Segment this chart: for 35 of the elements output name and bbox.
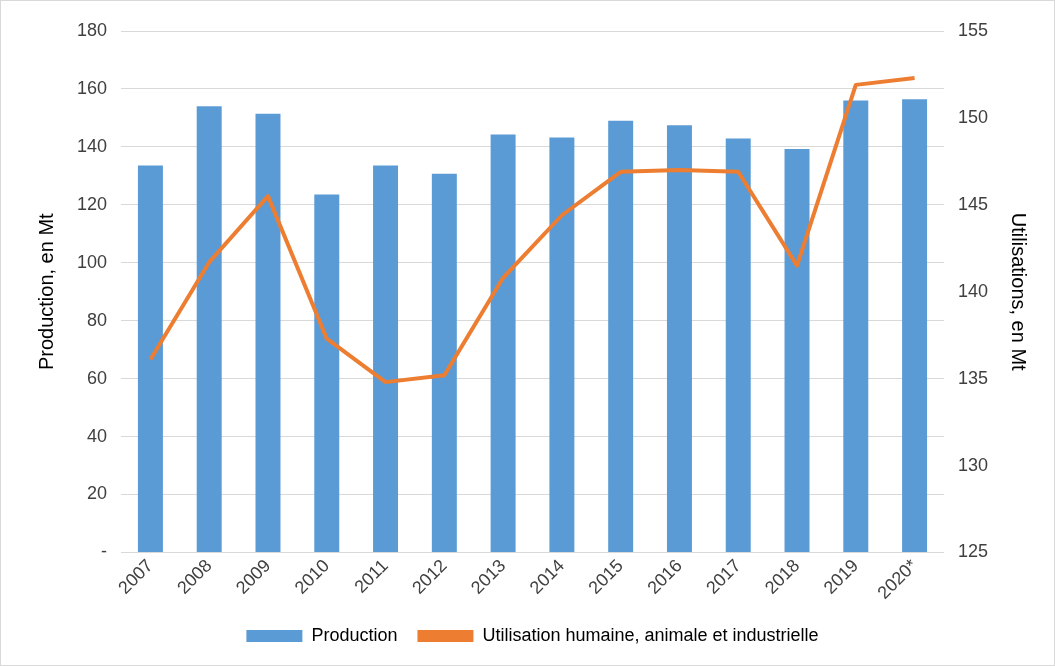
y-tick-label: 120 (76, 193, 108, 214)
bar (725, 138, 751, 552)
legend-label: Utilisation humaine, animale et industrielle (482, 624, 819, 645)
y-tick-label: 180 (76, 19, 108, 40)
bar (902, 99, 928, 552)
y2-tick-label: 145 (957, 193, 989, 214)
bar (196, 106, 222, 552)
bar (255, 113, 281, 552)
bar (137, 165, 163, 552)
y2-tick-label: 150 (957, 106, 989, 127)
bar (373, 165, 399, 552)
legend-label: Production (311, 624, 398, 645)
y-tick-label: 140 (76, 135, 108, 156)
y-axis-title: Production, en Mt (34, 212, 57, 371)
bar (549, 137, 575, 552)
y2-tick-label: 125 (957, 541, 989, 562)
y-tick-label: 80 (87, 309, 108, 330)
bar (314, 194, 340, 552)
y2-tick-label: 130 (957, 454, 989, 475)
y-tick-label: - (101, 541, 108, 562)
y2-axis-title: Utilisations, en Mt (1008, 212, 1031, 372)
y2-tick-label: 140 (957, 280, 989, 301)
y-tick-label: 60 (87, 367, 108, 388)
y2-tick-label: 135 (957, 367, 989, 388)
y-tick-label: 20 (87, 483, 108, 504)
bar (431, 173, 457, 552)
y-tick-label: 100 (76, 251, 108, 272)
bar (843, 100, 869, 552)
bar (490, 134, 516, 552)
y-tick-label: 160 (76, 77, 108, 98)
bar (666, 125, 692, 552)
y2-tick-label: 155 (957, 19, 989, 40)
bar (784, 148, 810, 552)
bar (608, 120, 634, 552)
y-tick-label: 40 (87, 425, 108, 446)
